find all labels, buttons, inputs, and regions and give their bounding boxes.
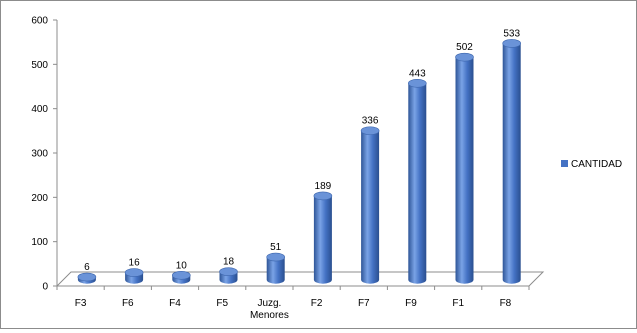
bar xyxy=(360,126,380,284)
x-tick-label: Juzg. Menores xyxy=(250,298,289,321)
bar-top xyxy=(455,52,474,62)
bar xyxy=(313,191,333,284)
bar-body xyxy=(502,43,521,284)
bar-top xyxy=(266,252,286,262)
bar-top xyxy=(360,126,380,136)
bar-body xyxy=(313,195,332,284)
data-label: 6 xyxy=(84,262,90,273)
y-tick-label: 300 xyxy=(31,149,48,160)
x-tick-label: F4 xyxy=(169,298,181,309)
data-label: 16 xyxy=(129,258,141,269)
bar xyxy=(124,268,144,284)
data-label: 533 xyxy=(503,28,520,39)
x-tick-label: F9 xyxy=(405,298,417,309)
bar-top xyxy=(172,270,191,280)
bar xyxy=(172,270,191,284)
data-labels: 6 16 10 18 51 189 336 443 502 533 xyxy=(84,28,520,273)
bars xyxy=(77,39,522,284)
x-tick-label: F1 xyxy=(452,298,464,309)
y-tick-label: 100 xyxy=(31,237,48,248)
bar-body xyxy=(361,130,380,284)
bar-top xyxy=(219,267,238,277)
y-tick-label: 400 xyxy=(31,104,48,115)
x-tick-label-line: Menores xyxy=(250,310,289,321)
data-label: 336 xyxy=(362,116,379,127)
x-tick-label: F8 xyxy=(500,298,512,309)
bar xyxy=(455,52,474,284)
y-tick-label: 0 xyxy=(42,282,48,293)
x-tick-label: F7 xyxy=(358,298,370,309)
x-tick-label-line: Juzg. xyxy=(257,298,281,309)
bar xyxy=(77,272,97,284)
bar-chart: 0 100 200 300 400 500 600 F3 F6 F4 F5 Juzg. Menores F… xyxy=(31,16,622,322)
legend-swatch xyxy=(561,160,568,167)
y-tick-label: 500 xyxy=(31,60,48,71)
bar-top xyxy=(77,272,97,282)
x-tick-label: F6 xyxy=(122,298,134,309)
data-label: 51 xyxy=(270,242,282,253)
bar xyxy=(407,79,427,284)
x-tick-label: F3 xyxy=(75,298,87,309)
bar xyxy=(219,267,238,284)
data-label: 18 xyxy=(223,257,235,268)
y-tick-label: 200 xyxy=(31,193,48,204)
data-label: 502 xyxy=(456,42,473,53)
bar xyxy=(266,252,286,284)
bar-body xyxy=(455,57,474,284)
data-label: 443 xyxy=(409,68,426,79)
legend: CANTIDAD xyxy=(561,159,622,170)
data-label: 10 xyxy=(176,260,188,271)
y-tick-label: 600 xyxy=(31,16,48,27)
bar-top xyxy=(502,39,522,48)
bar-body xyxy=(266,257,285,284)
x-tick-label: F2 xyxy=(311,298,323,309)
bar-top xyxy=(124,268,144,277)
bar-top xyxy=(407,79,427,88)
x-tick-label: F5 xyxy=(216,298,228,309)
legend-label: CANTIDAD xyxy=(571,159,622,170)
data-label: 189 xyxy=(315,181,332,192)
bar-body xyxy=(408,83,427,284)
bar xyxy=(502,39,522,284)
bar-top xyxy=(313,191,333,201)
